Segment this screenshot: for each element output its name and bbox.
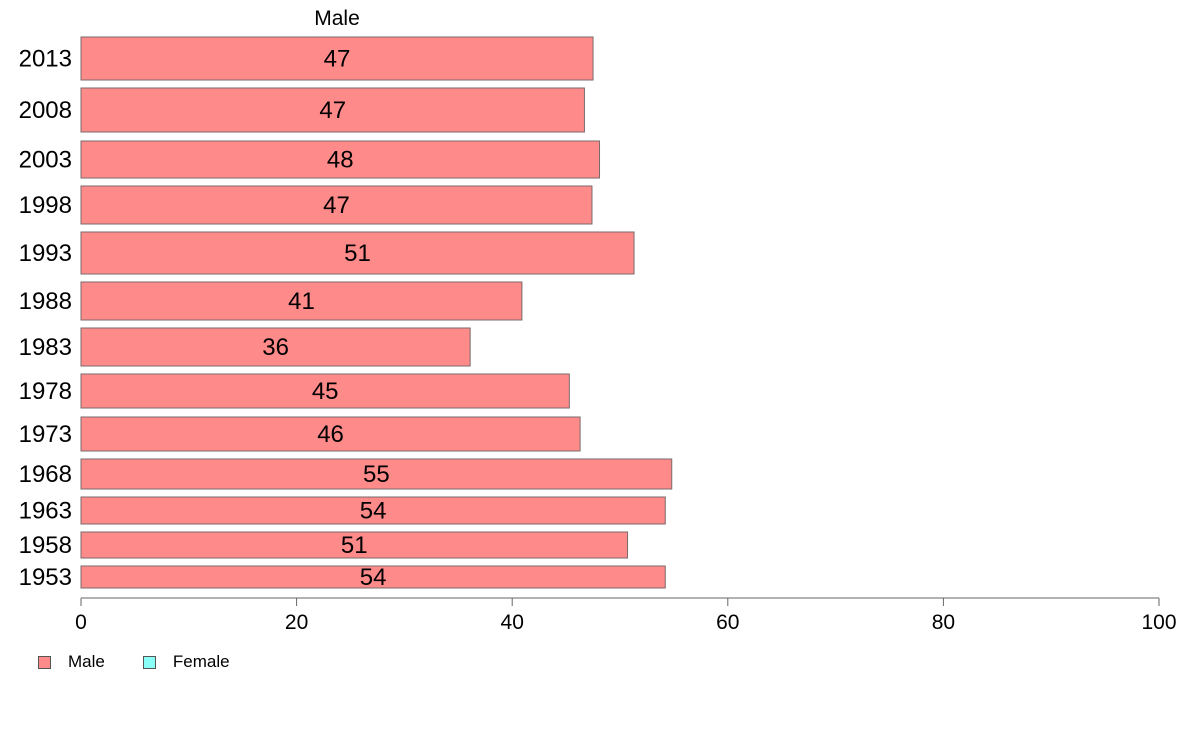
bar-1983	[80, 327, 471, 367]
y-tick-label-1993: 1993	[19, 240, 72, 267]
x-axis: 0 20 40 60 80 100	[75, 597, 1177, 634]
data-label-1983: 36	[262, 334, 289, 361]
y-tick-label-2013: 2013	[19, 46, 72, 73]
data-label-2013: 47	[324, 46, 351, 73]
x-tick-label-60: 60	[716, 611, 739, 634]
legend-item-male: Male	[38, 652, 105, 672]
data-label-1978: 45	[312, 378, 339, 405]
y-tick-label-1988: 1988	[19, 288, 72, 315]
y-tick-label-1998: 1998	[19, 192, 72, 219]
legend-swatch-female	[142, 655, 156, 669]
y-tick-label-1973: 1973	[19, 421, 72, 448]
bar-1973	[80, 416, 581, 452]
x-tick-label-20: 20	[285, 611, 308, 634]
data-label-1953: 54	[360, 564, 387, 591]
data-label-1963: 54	[360, 498, 387, 525]
data-label-1998: 47	[323, 192, 350, 219]
data-label-1973: 46	[317, 421, 344, 448]
data-label-1988: 41	[288, 288, 315, 315]
data-label-1968: 55	[363, 461, 390, 488]
legend-swatch-male	[38, 655, 51, 669]
bar-1998	[80, 185, 593, 225]
legend-label-male: Male	[68, 652, 105, 671]
chart-title: Male	[314, 7, 360, 30]
data-label-2008: 47	[319, 97, 346, 124]
x-tick-label-80: 80	[932, 611, 955, 634]
bar-1988	[80, 281, 523, 321]
x-tick-label-40: 40	[501, 611, 524, 634]
bar-1958	[80, 531, 629, 559]
y-tick-label-1963: 1963	[19, 498, 72, 525]
bar-1953	[80, 565, 666, 589]
bar-2003	[80, 140, 601, 179]
y-tick-label-1958: 1958	[19, 532, 72, 559]
y-tick-label-1978: 1978	[19, 378, 72, 405]
bar-1978	[80, 373, 570, 409]
bar-2013	[80, 36, 594, 81]
data-label-1993: 51	[344, 240, 371, 267]
legend-item-female: Female	[142, 652, 230, 672]
y-tick-label-2003: 2003	[19, 147, 72, 174]
bar-1963	[80, 496, 666, 525]
x-tick-label-100: 100	[1141, 611, 1176, 634]
bar-2008	[80, 87, 585, 133]
y-tick-label-1953: 1953	[19, 564, 72, 591]
legend: Male Female	[38, 652, 268, 672]
y-tick-label-1983: 1983	[19, 334, 72, 361]
y-tick-label-2008: 2008	[19, 97, 72, 124]
data-label-2003: 48	[327, 147, 354, 174]
x-tick-label-0: 0	[75, 611, 87, 634]
data-label-1958: 51	[341, 532, 368, 559]
bar-1968	[80, 458, 673, 490]
y-tick-label-1968: 1968	[19, 461, 72, 488]
y-axis-labels: 2013 2008 2003 1998 1993 1988 1983 1978 1973 1968…	[19, 46, 72, 592]
bars-group: 47 47 48 47 51 41 36 45 46 55 54 51 54	[80, 36, 673, 591]
bar-1993	[80, 231, 635, 275]
legend-label-female: Female	[172, 652, 230, 671]
